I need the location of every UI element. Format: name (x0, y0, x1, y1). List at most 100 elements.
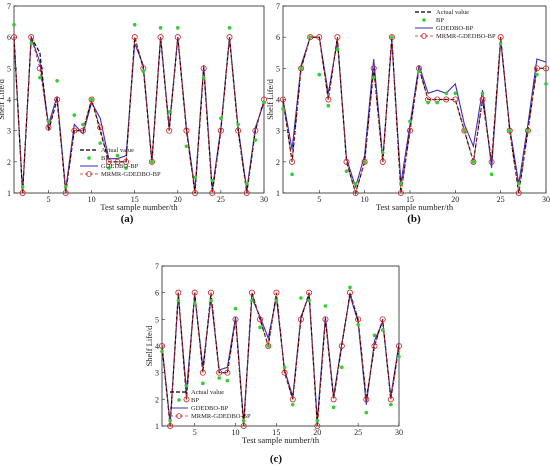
x-tick-label: 30 (395, 428, 403, 437)
series-point-bp (63, 184, 68, 189)
series-point-mrmr-gdedbo-bp (388, 34, 395, 41)
y-axis-label: Shelf Life/d (0, 78, 6, 120)
series-point-mrmr-gdedbo-bp (131, 34, 138, 41)
series-point-bp (453, 91, 458, 96)
series-point-bp (282, 365, 287, 370)
series-point-mrmr-gdedbo-bp (257, 316, 264, 323)
series-point-mrmr-gdedbo-bp (307, 34, 314, 41)
series-point-bp (507, 128, 512, 133)
series-point-mrmr-gdedbo-bp (157, 34, 164, 41)
series-point-mrmr-gdedbo-bp (325, 96, 332, 103)
x-tick-label: 20 (451, 195, 459, 204)
series-point-bp (344, 169, 349, 173)
series-point-bp (308, 35, 313, 39)
legend-label-mrmr-gdedbo-bp: MRMR-GDEDBO-BP (191, 413, 251, 420)
series-point-bp (335, 47, 340, 52)
series-point-bp (290, 172, 294, 177)
series-point-bp (150, 160, 154, 164)
series-point-mrmr-gdedbo-bp (158, 342, 165, 349)
series-point-mrmr-gdedbo-bp (79, 127, 86, 134)
series-line-gdedbo-bp (13, 37, 265, 194)
series-point-mrmr-gdedbo-bp (443, 96, 450, 103)
series-point-bp (241, 418, 246, 423)
legend-swatch-bp (177, 398, 181, 402)
series-point-mrmr-gdedbo-bp (330, 396, 337, 403)
y-tick-label: 5 (7, 64, 11, 73)
x-tick-label: 10 (88, 195, 96, 204)
series-point-mrmr-gdedbo-bp (524, 127, 531, 134)
series-point-mrmr-gdedbo-bp (200, 65, 207, 72)
series-point-bp (233, 306, 238, 311)
series-point-bp (20, 184, 25, 189)
series-point-bp (372, 333, 377, 338)
series-point-mrmr-gdedbo-bp (452, 96, 459, 103)
y-tick-label: 6 (276, 33, 280, 42)
series-point-bp (253, 138, 258, 142)
series-point-bp (299, 296, 303, 300)
series-point-bp (168, 418, 172, 423)
legend-label-actual-value: Actual value (191, 389, 224, 396)
legend-label-mrmr-gdedbo-bp: MRMR-GDEDBO-BP (436, 33, 496, 40)
series-point-mrmr-gdedbo-bp (208, 289, 215, 296)
series-point-bp (274, 298, 279, 303)
series-point-mrmr-gdedbo-bp (470, 158, 477, 165)
series-point-bp (115, 153, 120, 158)
series-point-bp (201, 75, 206, 80)
series-point-bp (281, 107, 285, 111)
series-line-actual-value (13, 35, 265, 194)
series-point-bp (480, 91, 485, 96)
series-point-mrmr-gdedbo-bp (343, 158, 350, 165)
series-point-mrmr-gdedbo-bp (10, 34, 17, 41)
y-tick-label: 6 (7, 33, 11, 42)
series-point-bp (258, 325, 262, 330)
series-point-mrmr-gdedbo-bp (281, 369, 288, 376)
y-axis-label: Shelf Life/d (265, 78, 275, 120)
series-point-bp (141, 69, 146, 74)
series-point-mrmr-gdedbo-bp (235, 127, 242, 134)
series-point-mrmr-gdedbo-bp (397, 189, 404, 196)
series-point-bp (158, 26, 163, 30)
series-point-bp (364, 410, 369, 415)
series-point-bp (29, 41, 34, 46)
series-point-bp (317, 72, 322, 77)
series-point-bp (331, 405, 336, 410)
series-point-bp (184, 144, 189, 149)
y-tick-label: 4 (7, 96, 11, 105)
legend-swatch-marker-mrmr-gdedbo-bp (176, 413, 182, 419)
series-point-mrmr-gdedbo-bp (379, 158, 386, 165)
series-point-mrmr-gdedbo-bp (363, 396, 370, 403)
legend-label-actual-value: Actual value (101, 147, 134, 154)
series-point-mrmr-gdedbo-bp (273, 289, 280, 296)
series-point-bp (397, 354, 401, 359)
y-tick-label: 1 (7, 189, 11, 198)
y-tick-label: 7 (7, 2, 11, 11)
series-point-bp (462, 128, 467, 133)
series-point-mrmr-gdedbo-bp (279, 96, 286, 103)
y-axis-label: Shelf Life/d (144, 325, 154, 367)
series-point-mrmr-gdedbo-bp (232, 316, 239, 323)
series-point-bp (389, 402, 393, 407)
series-point-mrmr-gdedbo-bp (209, 189, 216, 196)
series-point-bp (380, 150, 385, 155)
series-point-mrmr-gdedbo-bp (183, 396, 190, 403)
series-point-mrmr-gdedbo-bp (479, 96, 486, 103)
series-point-bp (526, 128, 530, 133)
series-point-mrmr-gdedbo-bp (488, 158, 495, 165)
series-point-mrmr-gdedbo-bp (533, 65, 540, 72)
y-tick-label: 2 (7, 158, 11, 167)
series-point-mrmr-gdedbo-bp (114, 158, 121, 165)
series-point-mrmr-gdedbo-bp (166, 127, 173, 134)
y-tick-label: 7 (276, 2, 280, 11)
legend-label-actual-value: Actual value (436, 9, 469, 16)
series-point-bp (339, 365, 344, 370)
series-point-bp (426, 100, 430, 105)
x-tick-label: 25 (354, 428, 362, 437)
series-point-mrmr-gdedbo-bp (192, 189, 199, 196)
series-point-bp (299, 66, 303, 71)
y-tick-label: 2 (276, 158, 280, 167)
series-point-mrmr-gdedbo-bp (36, 65, 43, 72)
x-tick-label: 5 (317, 195, 321, 204)
series-point-bp (98, 141, 103, 145)
series-point-bp (217, 376, 222, 380)
